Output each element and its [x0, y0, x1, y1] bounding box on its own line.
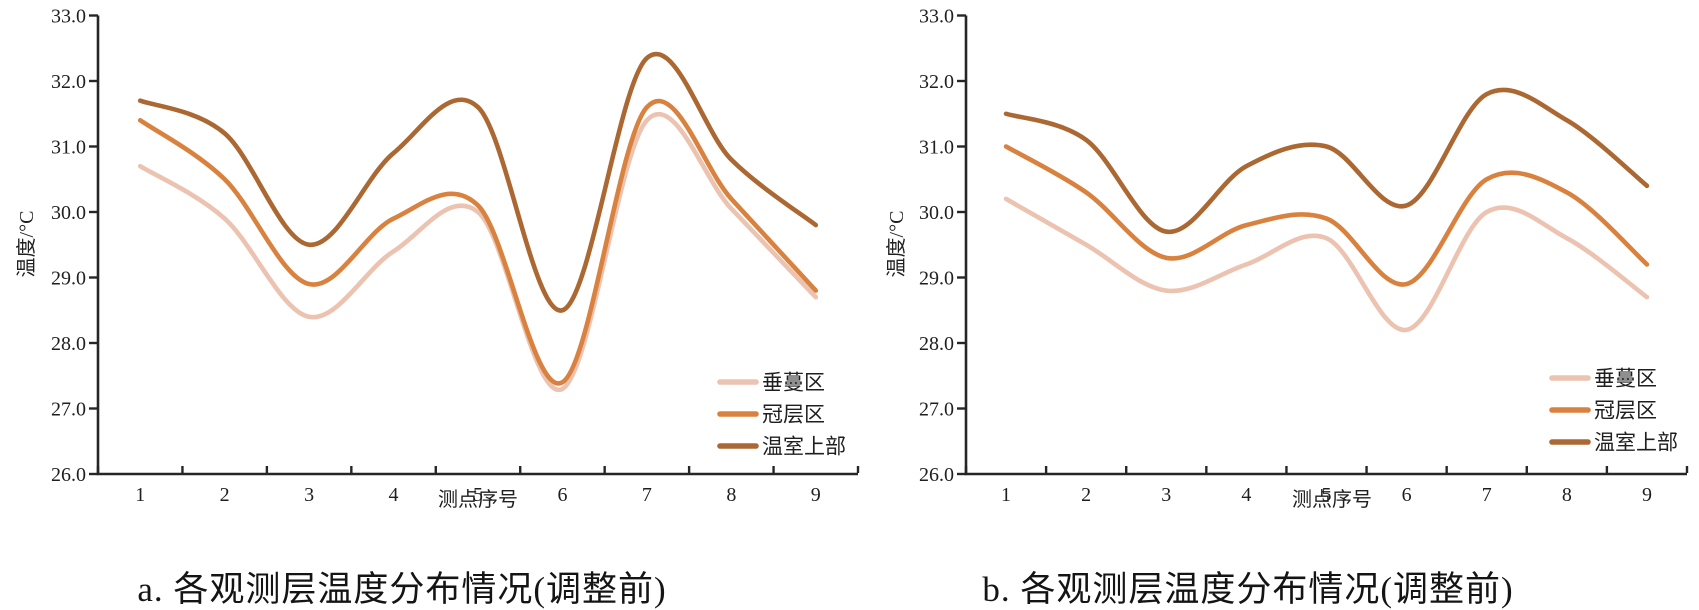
x-tick-label-b: 2 — [1081, 484, 1091, 506]
x-tick-label-b: 3 — [1161, 484, 1171, 506]
x-tick-label-b: 1 — [1001, 484, 1011, 506]
y-tick-label-b: 33.0 — [919, 6, 954, 28]
legend-label-b-1: 冠层区 — [1594, 399, 1657, 423]
y-tick-label-b: 28.0 — [919, 333, 954, 355]
y-tick-label-b: 31.0 — [919, 137, 954, 159]
x-tick-label-a: 9 — [811, 484, 821, 506]
series-line-a-1 — [137, 98, 819, 386]
caption-chart-b: b. 各观测层温度分布情况(调整前) — [982, 570, 1514, 609]
legend-label-b-2: 温室上部 — [1594, 431, 1678, 455]
series-line-b-2 — [1003, 87, 1650, 234]
x-tick-label-a: 4 — [389, 484, 399, 506]
y-tick-label-b: 27.0 — [919, 399, 954, 421]
series-line-b-0 — [1003, 196, 1650, 333]
y-tick-label-a: 31.0 — [51, 137, 86, 159]
y-tick-label-a: 26.0 — [51, 464, 86, 486]
legend-label-a-1: 冠层区 — [762, 403, 825, 427]
x-tick-label-a: 7 — [642, 484, 652, 506]
series-line-a-2 — [137, 52, 819, 313]
y-tick-label-b: 29.0 — [919, 268, 954, 290]
y-tick-label-a: 28.0 — [51, 333, 86, 355]
x-axis-title-b: 测点序号 — [1292, 488, 1372, 511]
y-tick-label-a: 27.0 — [51, 399, 86, 421]
y-tick-label-a: 30.0 — [51, 202, 86, 224]
x-tick-label-b: 4 — [1241, 484, 1251, 506]
y-tick-label-b: 32.0 — [919, 71, 954, 93]
y-axis-title-b: 温度/°C — [885, 211, 908, 278]
x-tick-label-a: 2 — [220, 484, 230, 506]
y-tick-label-a: 29.0 — [51, 268, 86, 290]
legend-label-b-0: 垂蔓区 — [1594, 367, 1657, 391]
series-line-b-1 — [1003, 144, 1650, 287]
x-tick-label-b: 7 — [1482, 484, 1492, 506]
chart-b: 26.0 27.0 28.0 29.0 30.0 31.0 32.0 33.0 1 2 3 4 5 6 7 8… — [885, 6, 1689, 511]
x-tick-label-b: 6 — [1402, 484, 1412, 506]
x-tick-label-a: 8 — [726, 484, 736, 506]
x-tick-label-b: 5 — [1322, 484, 1332, 506]
chart-a: 26.0 27.0 28.0 29.0 30.0 31.0 32.0 33.0 1 2 3 4 5 6 7 8… — [15, 6, 860, 511]
x-tick-label-a: 1 — [135, 484, 145, 506]
x-tick-label-a: 5 — [473, 484, 483, 506]
caption-chart-a: a. 各观测层温度分布情况(调整前) — [137, 570, 667, 609]
y-tick-label-b: 30.0 — [919, 202, 954, 224]
legend-label-a-0: 垂蔓区 — [762, 371, 825, 395]
x-tick-label-b: 9 — [1642, 484, 1652, 506]
x-axis-title-a: 测点序号 — [438, 488, 518, 511]
y-axis-title-a: 温度/°C — [15, 211, 38, 278]
y-tick-label-b: 26.0 — [919, 464, 954, 486]
y-tick-label-a: 33.0 — [51, 6, 86, 28]
x-tick-label-a: 3 — [304, 484, 314, 506]
x-tick-label-b: 8 — [1562, 484, 1572, 506]
y-tick-label-a: 32.0 — [51, 71, 86, 93]
legend-label-a-2: 温室上部 — [762, 435, 846, 459]
temperature-charts-canvas: 26.0 27.0 28.0 29.0 30.0 31.0 32.0 33.0 1 2 3 4 5 6 7 8… — [15, 6, 1689, 511]
x-tick-label-a: 6 — [557, 484, 567, 506]
